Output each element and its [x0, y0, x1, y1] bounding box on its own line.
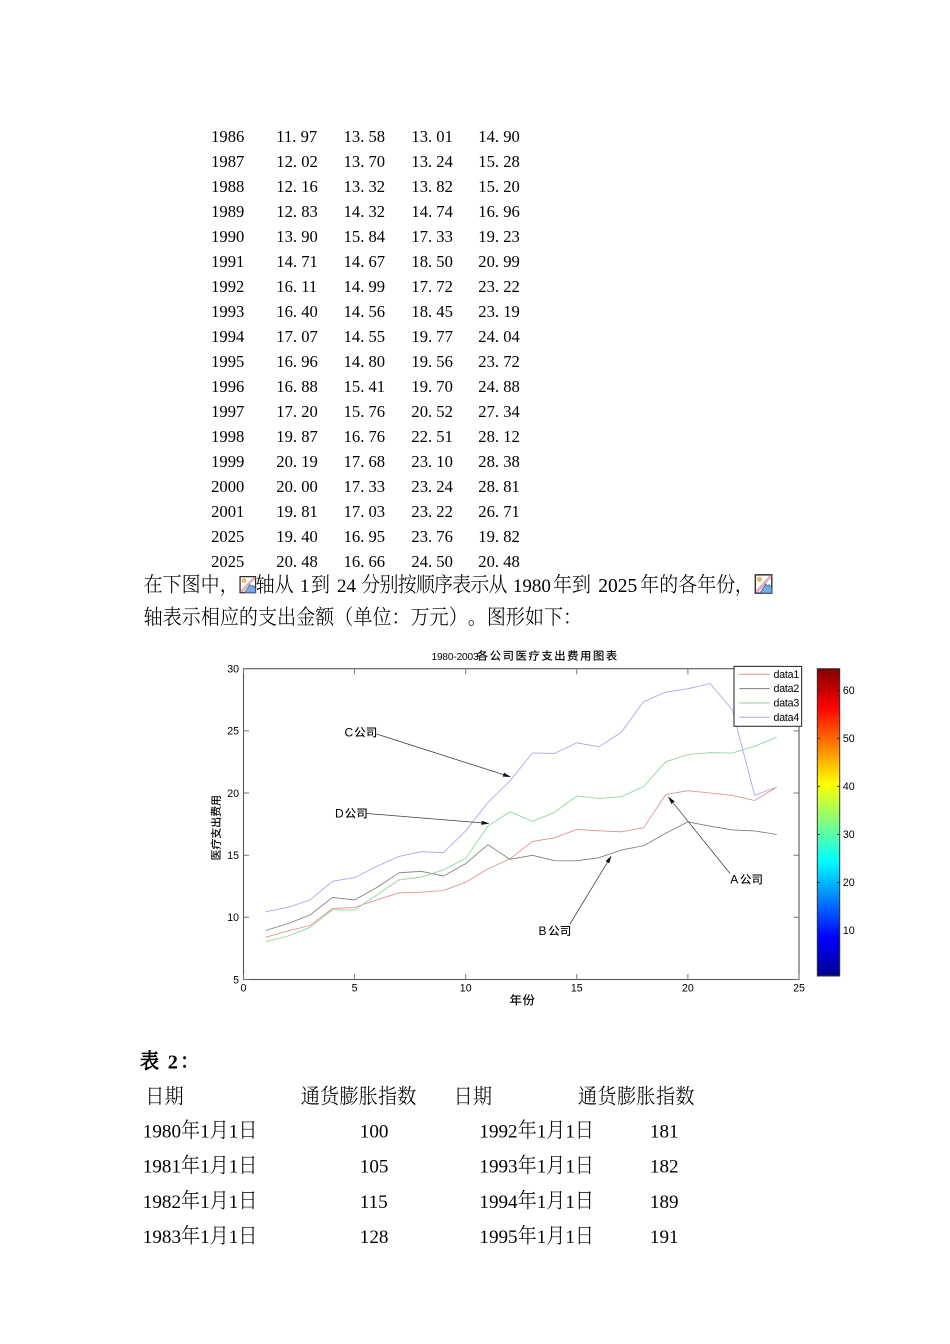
svg-text:1: 1: [537, 1157, 547, 1178]
svg-text:15: 15: [571, 983, 583, 995]
svg-text:data2: data2: [774, 683, 800, 695]
svg-text:1980-2003: 1980-2003: [432, 652, 479, 663]
svg-text:A: A: [730, 873, 738, 887]
svg-text:2025: 2025: [598, 576, 637, 597]
svg-text:1981: 1981: [143, 1157, 181, 1178]
svg-text:data1: data1: [774, 669, 800, 681]
svg-text:1980: 1980: [513, 576, 551, 597]
svg-text:10: 10: [227, 912, 239, 924]
svg-text:B: B: [539, 924, 547, 938]
svg-text:189: 189: [650, 1192, 679, 1213]
svg-text:1983: 1983: [143, 1227, 181, 1248]
svg-text:181: 181: [650, 1121, 679, 1142]
svg-text:30: 30: [227, 664, 239, 676]
svg-text:24: 24: [337, 576, 357, 597]
svg-text:25: 25: [793, 983, 805, 995]
svg-text:100: 100: [360, 1121, 389, 1142]
svg-text:data3: data3: [774, 698, 800, 710]
svg-text:1: 1: [565, 1227, 575, 1248]
svg-text:20: 20: [227, 788, 239, 800]
svg-text:1: 1: [229, 1157, 239, 1178]
svg-text:128: 128: [360, 1227, 389, 1248]
svg-text:5: 5: [233, 974, 239, 986]
svg-text:1992: 1992: [479, 1121, 517, 1142]
svg-text:1994: 1994: [479, 1192, 518, 1213]
svg-text:0: 0: [241, 983, 247, 995]
svg-text:1: 1: [200, 1121, 210, 1142]
svg-text:2: 2: [168, 1051, 178, 1073]
svg-text:10: 10: [843, 925, 855, 937]
svg-text:1: 1: [200, 1227, 210, 1248]
svg-text:40: 40: [843, 781, 855, 793]
svg-text:data4: data4: [774, 712, 800, 724]
svg-text:1: 1: [537, 1121, 547, 1142]
svg-text:60: 60: [843, 685, 855, 697]
svg-text:1993: 1993: [479, 1157, 517, 1178]
svg-text:30: 30: [843, 829, 855, 841]
svg-text:1: 1: [565, 1157, 575, 1178]
svg-text:1: 1: [200, 1192, 210, 1213]
svg-text:C: C: [345, 726, 354, 740]
svg-text:1: 1: [229, 1227, 239, 1248]
svg-text:20: 20: [843, 877, 855, 889]
svg-text:1: 1: [537, 1227, 547, 1248]
svg-text:20: 20: [682, 983, 694, 995]
svg-text:10: 10: [460, 983, 472, 995]
svg-text:115: 115: [360, 1192, 388, 1213]
svg-text:15: 15: [227, 850, 239, 862]
svg-text:50: 50: [843, 733, 855, 745]
svg-text:1: 1: [565, 1192, 575, 1213]
svg-text:1: 1: [565, 1121, 575, 1142]
svg-text:105: 105: [360, 1157, 389, 1178]
svg-text:191: 191: [650, 1227, 679, 1248]
svg-text:D: D: [335, 807, 344, 821]
svg-text:1: 1: [229, 1192, 239, 1213]
svg-text:5: 5: [352, 983, 358, 995]
svg-text:1982: 1982: [143, 1192, 181, 1213]
svg-text:182: 182: [650, 1157, 679, 1178]
svg-text:1: 1: [300, 576, 310, 597]
svg-text:1: 1: [200, 1157, 210, 1178]
svg-text:25: 25: [227, 726, 239, 738]
svg-text:1980: 1980: [143, 1121, 181, 1142]
svg-text:1: 1: [229, 1121, 239, 1142]
svg-text:1: 1: [537, 1192, 547, 1213]
svg-text:1995: 1995: [479, 1227, 517, 1248]
